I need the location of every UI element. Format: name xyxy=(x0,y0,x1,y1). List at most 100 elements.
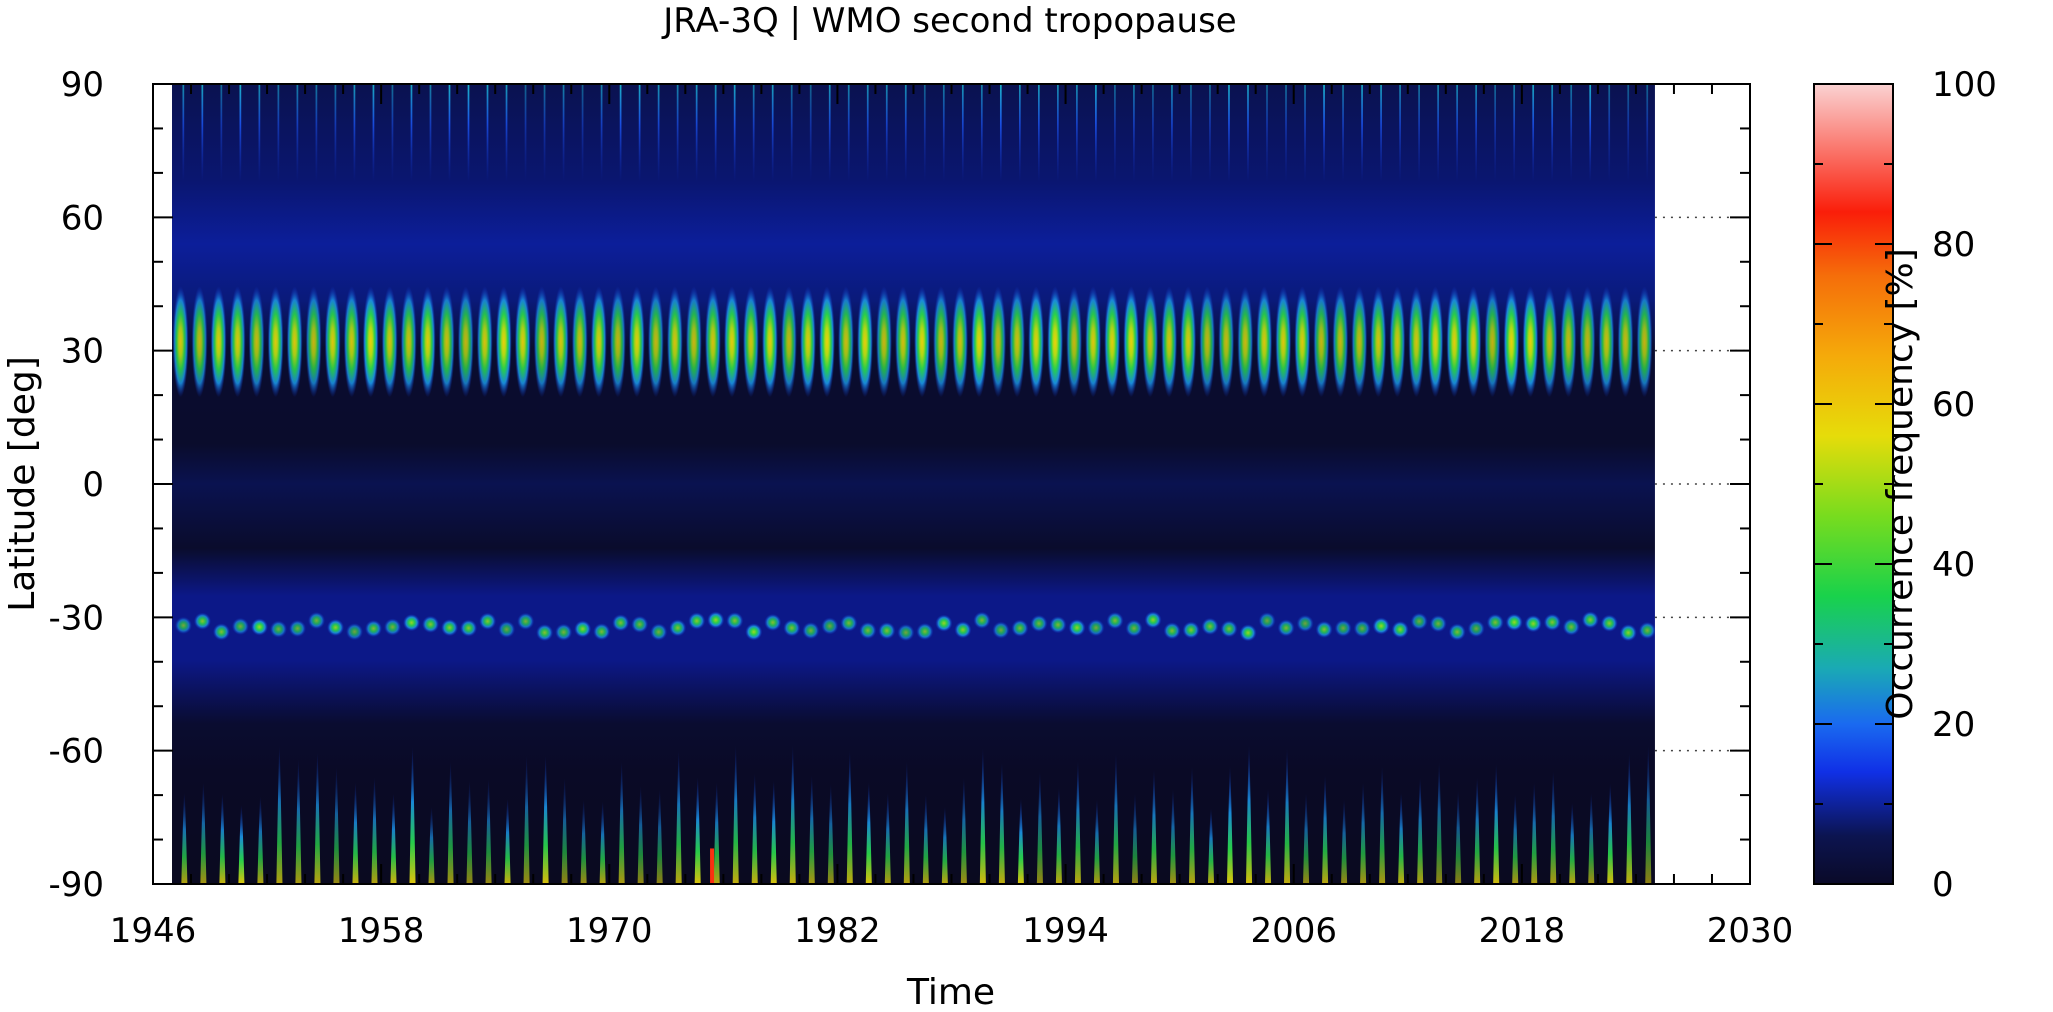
antarctic-spike xyxy=(333,766,340,884)
south-subtropical-cell xyxy=(1182,621,1200,639)
x-axis-label: Time xyxy=(906,972,995,1012)
south-subtropical-cell xyxy=(1163,622,1181,640)
antarctic-spike xyxy=(257,796,264,884)
north-subtropical-cell xyxy=(1503,286,1520,398)
north-subtropical-cell xyxy=(895,286,912,398)
south-subtropical-cell xyxy=(916,622,934,641)
arctic-streak xyxy=(1190,84,1192,182)
antarctic-spike xyxy=(1398,792,1405,884)
antarctic-spike xyxy=(390,793,397,884)
arctic-streak xyxy=(1532,84,1535,182)
antarctic-spike xyxy=(979,747,986,884)
y-tick-label: -30 xyxy=(48,598,104,638)
antarctic-spike xyxy=(295,759,302,884)
north-subtropical-cell xyxy=(1617,286,1634,398)
x-axis: 1946 1958 1970 1982 1994 2006 2018 2030 xyxy=(110,84,1793,951)
antarctic-spike xyxy=(542,755,549,884)
arctic-streak xyxy=(391,84,394,182)
arctic-streak xyxy=(1133,84,1135,182)
north-subtropical-cell xyxy=(1598,286,1615,398)
arctic-streak xyxy=(1437,84,1439,182)
south-subtropical-cell xyxy=(1201,617,1219,635)
antarctic-spike xyxy=(504,798,511,884)
arctic-streak xyxy=(752,84,755,182)
arctic-streak xyxy=(239,84,242,182)
antarctic-spike xyxy=(1322,774,1329,884)
north-subtropical-cell xyxy=(704,286,721,398)
arctic-streak xyxy=(999,84,1002,182)
north-subtropical-cell xyxy=(723,286,740,398)
arctic-streak xyxy=(1266,84,1268,182)
arctic-streak xyxy=(562,84,565,182)
arctic-streak xyxy=(714,84,717,182)
north-subtropical-cell xyxy=(1028,286,1045,398)
antarctic-spike xyxy=(1360,782,1367,884)
south-subtropical-cell xyxy=(650,623,668,641)
x-tick-label: 1982 xyxy=(794,911,881,951)
arctic-streak xyxy=(1399,84,1401,182)
arctic-streak xyxy=(1228,84,1230,182)
antarctic-spike xyxy=(276,745,283,884)
y-tick-label: 30 xyxy=(61,332,104,372)
south-subtropical-cell xyxy=(1144,611,1162,629)
north-subtropical-cell xyxy=(552,286,569,398)
south-subtropical-cell xyxy=(174,616,192,634)
colorbar-tick-label: 20 xyxy=(1932,705,1975,745)
antarctic-spike xyxy=(1588,792,1595,884)
arctic-streak xyxy=(1323,84,1325,182)
north-subtropical-cell xyxy=(1446,286,1463,398)
south-subtropical-cell xyxy=(1030,614,1048,633)
antarctic-spike xyxy=(1341,799,1348,884)
colorbar-tick-label: 60 xyxy=(1932,385,1975,425)
antarctic-spike xyxy=(865,781,872,884)
heatmap-plot-area xyxy=(152,83,1751,885)
y-axis: 90 60 30 0 -30 -60 -90 xyxy=(48,65,1750,905)
south-subtropical-cell xyxy=(288,619,307,638)
antarctic-spike xyxy=(922,794,929,884)
arctic-streak xyxy=(885,84,888,182)
arctic-streak xyxy=(220,84,223,182)
antarctic-spike xyxy=(960,777,967,884)
y-tick-label: 60 xyxy=(61,198,104,238)
north-subtropical-cell xyxy=(1085,286,1102,398)
arctic-streak xyxy=(866,84,869,182)
south-subtropical-cell xyxy=(1106,612,1124,630)
arctic-streak xyxy=(448,84,451,182)
antarctic-spike xyxy=(1036,771,1043,884)
y-tick-label: -60 xyxy=(48,732,104,772)
antarctic-spike xyxy=(656,789,663,884)
north-subtropical-cell xyxy=(933,286,950,398)
arctic-streak xyxy=(1247,84,1249,182)
north-subtropical-cell xyxy=(1484,286,1501,398)
antarctic-spike xyxy=(200,782,207,884)
y-tick-label: 0 xyxy=(82,465,104,505)
antarctic-spike xyxy=(181,792,188,884)
arctic-streak xyxy=(619,84,622,182)
heatmap-field xyxy=(172,84,1655,884)
arctic-streak xyxy=(182,84,185,182)
arctic-streak xyxy=(638,84,641,182)
antarctic-spike xyxy=(1131,792,1139,884)
arctic-streak xyxy=(315,84,318,182)
antarctic-spike xyxy=(1150,769,1158,884)
x-tick-label: 1994 xyxy=(1022,911,1109,951)
south-subtropical-cell xyxy=(1068,619,1086,637)
antarctic-spike xyxy=(238,805,245,884)
south-subtropical-cell xyxy=(1600,614,1618,632)
south-subtropical-cell xyxy=(1448,623,1466,641)
antarctic-spike xyxy=(1493,763,1500,884)
arctic-streak xyxy=(296,84,299,182)
antarctic-spike xyxy=(1569,802,1576,884)
antarctic-spike xyxy=(751,773,758,884)
north-subtropical-cell xyxy=(1237,286,1254,398)
x-tick-label: 2006 xyxy=(1250,911,1337,951)
south-subtropical-cell xyxy=(935,614,953,632)
north-subtropical-cell xyxy=(1465,286,1482,398)
arctic-streak xyxy=(676,84,679,182)
arctic-streak xyxy=(410,84,413,182)
arctic-streak xyxy=(1646,84,1649,182)
south-subtropical-cell xyxy=(1638,621,1655,640)
north-subtropical-cell xyxy=(1313,286,1330,398)
north-subtropical-cell xyxy=(666,286,683,398)
north-subtropical-cell xyxy=(1294,286,1311,398)
